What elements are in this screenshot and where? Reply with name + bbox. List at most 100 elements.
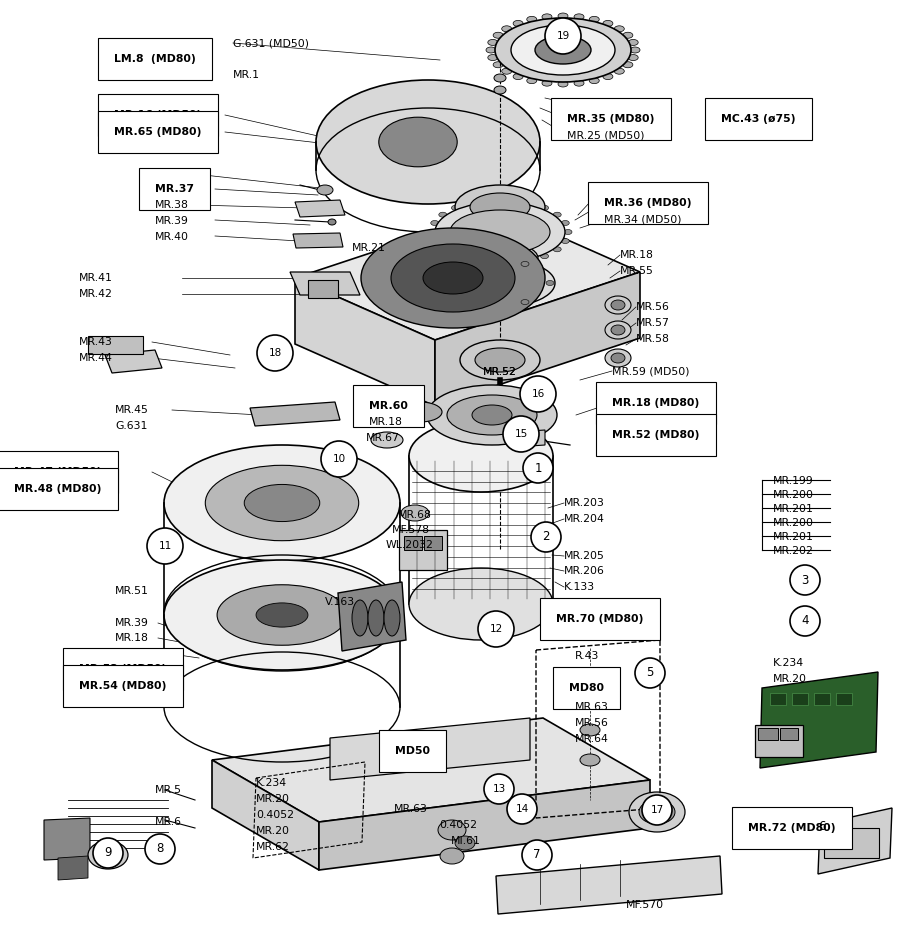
Polygon shape (250, 402, 340, 426)
Bar (308, 280, 338, 298)
Ellipse shape (614, 69, 624, 74)
Text: MR.18: MR.18 (115, 633, 149, 643)
Text: 10: 10 (332, 454, 346, 464)
Text: MR.63: MR.63 (575, 702, 608, 712)
Ellipse shape (614, 25, 624, 32)
Ellipse shape (471, 261, 479, 266)
Ellipse shape (494, 74, 506, 82)
Bar (824, 828, 879, 858)
Text: MR.67: MR.67 (366, 433, 400, 443)
Ellipse shape (468, 200, 476, 206)
Ellipse shape (623, 62, 633, 68)
Text: MR.20: MR.20 (256, 794, 290, 804)
Ellipse shape (605, 321, 631, 339)
Ellipse shape (468, 258, 476, 263)
Ellipse shape (513, 73, 523, 80)
Text: MR.58: MR.58 (636, 334, 670, 344)
Polygon shape (338, 582, 406, 651)
Text: 19: 19 (556, 31, 570, 41)
Text: MR.40: MR.40 (155, 232, 189, 242)
Text: MR.70 (MD80): MR.70 (MD80) (556, 614, 643, 624)
Text: 3: 3 (802, 573, 809, 587)
Ellipse shape (574, 80, 584, 86)
Circle shape (257, 335, 293, 371)
Ellipse shape (495, 18, 631, 82)
Text: MR.205: MR.205 (564, 551, 605, 561)
Text: MR.47 (MD50): MR.47 (MD50) (14, 467, 102, 477)
Ellipse shape (244, 484, 319, 522)
Ellipse shape (439, 212, 447, 217)
Text: V.163: V.163 (325, 597, 355, 607)
Text: MR.43: MR.43 (79, 337, 113, 347)
Ellipse shape (435, 202, 565, 262)
Ellipse shape (603, 21, 613, 26)
Text: MR.59 (MD50): MR.59 (MD50) (612, 366, 690, 376)
Ellipse shape (546, 280, 554, 286)
Circle shape (93, 838, 123, 868)
Circle shape (484, 774, 514, 804)
Text: MR.52 (MD80): MR.52 (MD80) (612, 430, 699, 440)
Ellipse shape (589, 16, 599, 23)
Circle shape (145, 834, 175, 864)
Circle shape (642, 795, 672, 825)
Text: MR.62: MR.62 (256, 842, 290, 852)
Ellipse shape (447, 395, 537, 435)
Text: MR.38: MR.38 (155, 200, 188, 210)
Text: 14: 14 (515, 804, 529, 814)
Polygon shape (293, 233, 343, 248)
Ellipse shape (564, 229, 572, 234)
Polygon shape (435, 272, 640, 406)
Ellipse shape (471, 300, 479, 305)
Ellipse shape (352, 600, 368, 636)
Ellipse shape (384, 600, 400, 636)
Circle shape (545, 18, 581, 54)
Text: MR.25 (MD50): MR.25 (MD50) (567, 130, 644, 140)
Text: MR.20 (MD50): MR.20 (MD50) (612, 382, 690, 392)
Ellipse shape (542, 14, 552, 20)
Text: MR.36 (MD80): MR.36 (MD80) (604, 198, 692, 208)
Text: MR.1: MR.1 (233, 70, 260, 80)
Text: MR.201: MR.201 (773, 504, 813, 514)
Circle shape (321, 441, 357, 477)
Ellipse shape (574, 14, 584, 20)
Ellipse shape (96, 847, 120, 863)
Ellipse shape (611, 325, 625, 335)
Text: MR.65 (MD80): MR.65 (MD80) (114, 127, 201, 137)
Ellipse shape (462, 242, 538, 274)
Ellipse shape (524, 258, 533, 263)
Ellipse shape (513, 21, 523, 26)
Ellipse shape (535, 36, 591, 64)
Text: MR.56: MR.56 (575, 718, 608, 728)
Circle shape (478, 611, 514, 647)
Ellipse shape (558, 13, 568, 19)
Ellipse shape (328, 219, 336, 225)
Bar (792, 693, 808, 705)
Text: MR.16 (MD50): MR.16 (MD50) (114, 110, 201, 120)
Ellipse shape (493, 62, 503, 68)
Ellipse shape (409, 420, 553, 492)
Ellipse shape (256, 603, 308, 627)
Ellipse shape (521, 261, 529, 266)
Ellipse shape (639, 800, 675, 824)
Ellipse shape (629, 55, 638, 60)
Text: MR.18: MR.18 (620, 250, 654, 260)
Text: K.234: K.234 (256, 778, 287, 788)
Circle shape (147, 528, 183, 564)
Text: K.234 (MD50): K.234 (MD50) (612, 414, 687, 424)
Text: MR.206: MR.206 (564, 566, 605, 576)
Ellipse shape (438, 820, 466, 840)
Bar (780, 728, 798, 740)
Text: MR.52: MR.52 (115, 648, 149, 658)
Text: K.133: K.133 (564, 582, 595, 592)
Text: 13: 13 (492, 784, 506, 794)
Ellipse shape (541, 254, 548, 258)
Ellipse shape (431, 221, 439, 226)
Text: LM.8  (MD80): LM.8 (MD80) (114, 54, 196, 64)
Ellipse shape (494, 86, 506, 94)
Text: MR.41: MR.41 (79, 273, 113, 283)
Text: MR.54 (MD80): MR.54 (MD80) (79, 681, 167, 691)
Bar (758, 728, 778, 740)
Polygon shape (44, 818, 90, 860)
Ellipse shape (164, 560, 400, 670)
Polygon shape (496, 856, 722, 914)
